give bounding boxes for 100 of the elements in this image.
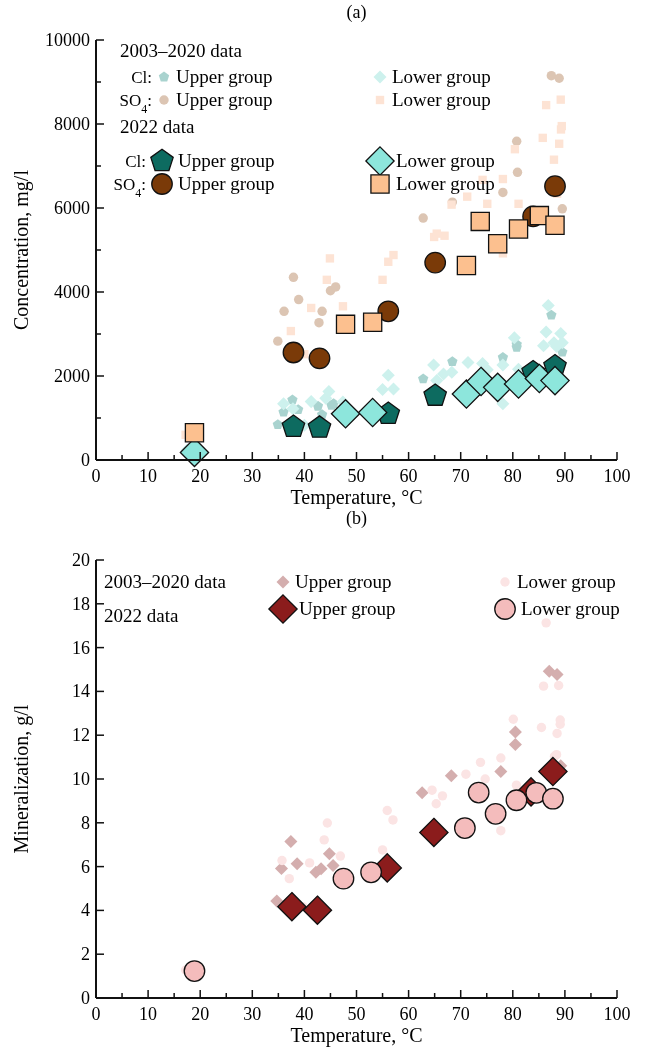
point — [514, 199, 523, 208]
point — [317, 306, 327, 317]
point — [415, 786, 429, 800]
point — [553, 680, 564, 691]
point — [330, 282, 341, 292]
point — [556, 95, 565, 104]
point — [461, 769, 471, 779]
point — [430, 374, 444, 388]
x-tick-label: 50 — [347, 466, 366, 486]
point — [498, 187, 508, 198]
point — [546, 309, 557, 320]
point — [332, 867, 355, 890]
point — [541, 298, 555, 312]
point — [306, 303, 316, 313]
point — [525, 781, 548, 804]
y-tick-label: 0 — [81, 450, 90, 470]
point — [496, 825, 506, 836]
x-tick-label: 80 — [503, 466, 522, 486]
x-tick-label: 60 — [399, 1004, 418, 1024]
y-tick-label: 4 — [81, 900, 90, 921]
point — [470, 211, 490, 232]
point — [314, 317, 324, 328]
x-tick-label: 30 — [243, 1004, 262, 1024]
point — [307, 415, 332, 438]
point — [540, 365, 570, 396]
y-axis-title: Concentration, mg/l — [10, 169, 33, 330]
point — [554, 327, 568, 341]
point — [277, 855, 287, 866]
point — [537, 339, 551, 353]
legend-label: Upper group — [295, 571, 392, 592]
x-tick-label: 30 — [243, 466, 262, 486]
y-tick-label: 10000 — [45, 30, 90, 50]
point — [312, 400, 324, 411]
point — [277, 397, 291, 411]
y-tick-label: 10 — [72, 769, 90, 789]
point — [494, 765, 508, 779]
point — [427, 785, 437, 795]
point — [557, 121, 566, 131]
annotation: Cl: — [125, 152, 146, 171]
point — [314, 862, 328, 876]
point — [427, 358, 441, 372]
point — [290, 857, 304, 871]
point — [326, 859, 340, 873]
point — [538, 681, 549, 691]
x-tick-label: 20 — [191, 1004, 210, 1024]
point — [475, 757, 486, 768]
point — [270, 894, 284, 908]
point — [538, 133, 547, 143]
point — [432, 229, 441, 238]
x-tick-label: 100 — [603, 466, 631, 486]
point — [437, 791, 448, 801]
point — [302, 895, 333, 925]
legend-label: Lower group — [392, 66, 491, 87]
x-tick-label: 90 — [555, 466, 574, 486]
legend-label: Lower group — [392, 89, 491, 110]
point — [362, 312, 383, 332]
point — [419, 817, 449, 848]
point — [511, 780, 522, 790]
x-tick-label: 40 — [295, 1004, 314, 1024]
point — [279, 306, 289, 317]
legend-label: Upper group — [178, 150, 275, 171]
legend-label: Lower group — [517, 571, 616, 592]
annotation: SO$_{4}$: — [119, 91, 152, 116]
point — [282, 341, 305, 364]
point — [322, 275, 331, 284]
point — [541, 618, 551, 628]
point — [511, 136, 522, 146]
point — [440, 231, 449, 240]
legend-label: Upper group — [299, 598, 396, 619]
point — [287, 394, 298, 405]
y-axis-title: Mineralization, g/l — [10, 704, 33, 854]
y-tick-label: 8000 — [54, 114, 90, 134]
point — [376, 382, 390, 396]
x-tick-label: 20 — [191, 466, 210, 486]
annotation: 2022 data — [120, 116, 195, 137]
point — [550, 668, 564, 682]
point — [357, 397, 388, 428]
point — [330, 399, 361, 429]
point — [539, 325, 553, 339]
point — [288, 272, 299, 283]
point — [505, 789, 528, 812]
y-tick-label: 14 — [72, 681, 90, 702]
point — [338, 302, 348, 311]
point — [431, 799, 441, 809]
annotation: 2022 data — [104, 605, 179, 626]
point — [483, 199, 492, 208]
x-tick-label: 40 — [295, 466, 314, 486]
point — [277, 891, 307, 922]
x-tick-label: 100 — [603, 1004, 631, 1024]
point — [456, 255, 477, 276]
point — [554, 73, 564, 83]
y-tick-label: 18 — [72, 593, 90, 614]
point — [546, 70, 557, 81]
point — [304, 395, 318, 409]
point — [482, 372, 513, 403]
point — [496, 397, 510, 411]
point — [512, 167, 523, 178]
point — [325, 254, 335, 263]
point — [308, 347, 331, 370]
legend-label: Upper group — [178, 173, 275, 194]
